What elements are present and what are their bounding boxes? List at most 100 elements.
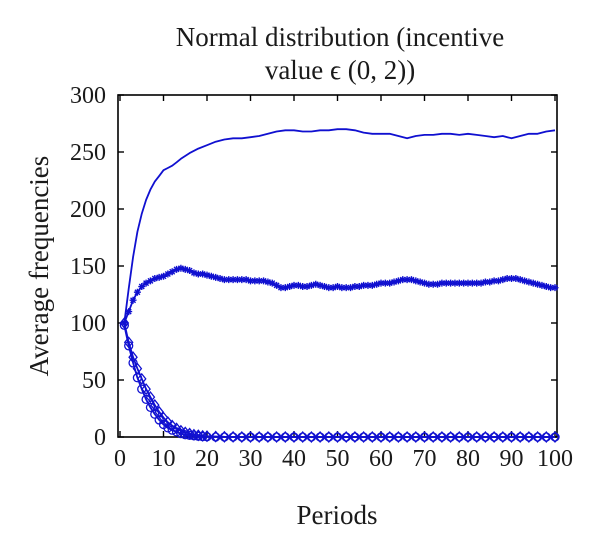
circle-marker (411, 432, 421, 442)
star-marker (551, 284, 559, 292)
series-line (123, 325, 555, 438)
diamond-marker (271, 430, 282, 444)
diamond-marker (306, 430, 317, 444)
circle-marker (197, 431, 208, 442)
star-marker (299, 283, 307, 291)
circle-marker (489, 432, 499, 442)
star-marker (294, 281, 302, 289)
star-marker (307, 281, 315, 289)
star-marker (151, 275, 159, 283)
circle-marker (341, 432, 351, 442)
star-marker (499, 276, 507, 284)
diamond-marker (263, 430, 273, 444)
star-marker (351, 283, 359, 291)
circle-marker (184, 430, 195, 440)
circle-marker (306, 432, 317, 442)
diamond-marker (315, 430, 325, 444)
circle-marker (245, 432, 256, 442)
diamond-marker (497, 430, 508, 444)
diamond-marker (358, 430, 369, 444)
series-group (119, 128, 560, 444)
y-tick-label: 100 (70, 311, 106, 337)
star-marker (342, 284, 350, 292)
star-marker (186, 267, 194, 275)
circle-marker (506, 432, 517, 442)
diamond-marker (280, 430, 291, 444)
star-marker (390, 278, 398, 286)
star-marker (264, 278, 272, 286)
circle-marker (350, 432, 360, 442)
diamond-marker (532, 430, 543, 444)
circle-marker (189, 431, 199, 441)
chart-title-line2: value ϵ (0, 2)) (265, 55, 415, 85)
circle-marker (419, 432, 430, 442)
star-marker (325, 284, 333, 292)
star-marker (468, 279, 476, 287)
star-marker (516, 276, 524, 284)
star-marker (381, 279, 389, 287)
star-marker (242, 276, 250, 284)
x-axis-label: Periods (297, 500, 378, 530)
star-marker (220, 276, 228, 284)
diamond-marker (367, 430, 378, 444)
series-1-none (123, 128, 556, 324)
star-marker (394, 277, 402, 285)
star-marker (451, 279, 459, 287)
star-marker (168, 268, 176, 276)
star-marker (194, 270, 202, 278)
star-marker (377, 279, 385, 287)
circle-marker (132, 373, 143, 383)
star-marker (416, 278, 424, 286)
diamond-marker (236, 430, 247, 444)
y-tick-label: 50 (82, 368, 106, 394)
star-marker (290, 281, 298, 289)
star-marker (303, 283, 311, 291)
diamond-marker (393, 430, 404, 444)
circle-marker (202, 432, 212, 442)
star-marker (207, 272, 215, 280)
star-marker (260, 277, 268, 285)
star-marker (338, 284, 346, 292)
y-axis-label: Average frequencies (24, 156, 54, 377)
diamond-marker (419, 430, 430, 444)
star-marker (534, 280, 542, 288)
series-line (123, 322, 555, 438)
diamond-marker (341, 430, 352, 444)
circle-marker (332, 432, 343, 442)
y-tick-label: 200 (70, 197, 106, 223)
star-marker (503, 275, 511, 283)
star-marker (216, 275, 224, 283)
star-marker (238, 276, 246, 284)
star-marker (490, 277, 498, 285)
star-marker (129, 296, 137, 304)
y-tick-label: 150 (70, 254, 106, 280)
circle-marker (163, 423, 173, 433)
circle-marker (141, 394, 151, 405)
circle-marker (515, 432, 525, 442)
tick-label-group: 0 10 20 30 40 50 60 70 80 90 100 0 50 100 150 200 250 300 (70, 83, 573, 472)
circle-marker (385, 432, 395, 442)
star-marker (403, 276, 411, 284)
x-tick-label: 0 (114, 446, 126, 472)
series-4-circle (119, 320, 560, 442)
circle-marker (376, 432, 386, 442)
star-marker (368, 281, 376, 289)
star-marker (255, 277, 263, 285)
star-marker (251, 277, 259, 285)
star-marker (320, 283, 328, 291)
circle-marker (180, 430, 190, 440)
star-marker (373, 280, 381, 288)
circle-marker (176, 428, 186, 439)
diamond-marker (541, 430, 552, 444)
circle-marker (463, 432, 473, 442)
diamond-marker (141, 383, 151, 396)
circle-marker (271, 432, 282, 442)
diamond-marker (228, 430, 238, 443)
circle-marker (137, 384, 147, 394)
circle-marker (219, 432, 230, 442)
circle-marker (358, 432, 369, 442)
diamond-marker (524, 430, 534, 444)
star-marker (233, 276, 241, 284)
diamond-marker (376, 430, 386, 444)
star-marker (464, 279, 472, 287)
